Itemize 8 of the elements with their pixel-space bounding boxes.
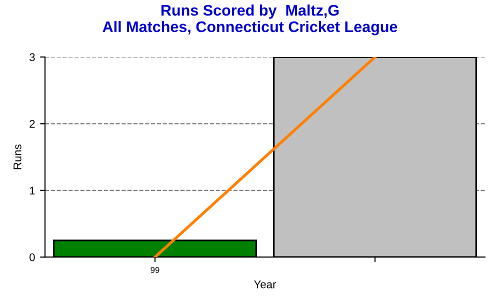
y-tick-label: 1: [30, 186, 35, 194]
chart-title: Runs Scored by Maltz,G All Matches, Connecticut Cricket League: [102, 4, 398, 36]
y-tick-label: 3: [30, 53, 35, 62]
x-axis-title: Year: [254, 280, 276, 288]
y-tick-label: 2: [30, 120, 35, 128]
y-tick-label: 0: [30, 253, 35, 262]
y-axis-title: Runs: [14, 144, 22, 170]
x-tick-label: 99: [150, 267, 160, 273]
